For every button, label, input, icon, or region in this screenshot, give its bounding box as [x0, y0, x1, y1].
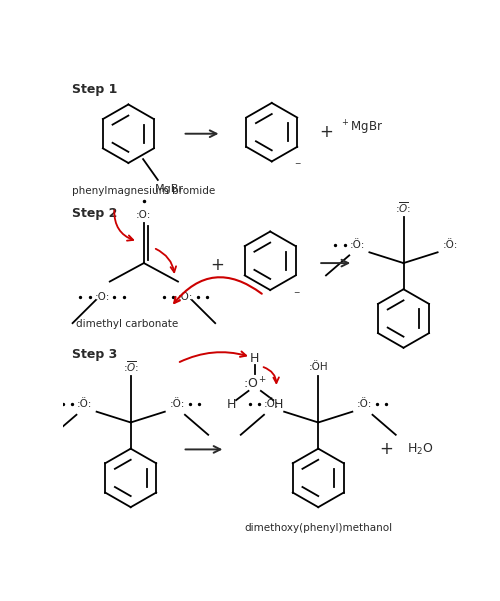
Text: :Ö:: :Ö:	[170, 399, 185, 409]
Text: :$\overline{O}$:: :$\overline{O}$:	[122, 359, 138, 374]
Text: +: +	[319, 123, 333, 141]
Text: $^-$: $^-$	[292, 290, 301, 300]
Text: dimethyl carbonate: dimethyl carbonate	[76, 319, 178, 329]
Text: :O:: :O:	[94, 292, 110, 302]
Text: :O$^+$: :O$^+$	[242, 376, 267, 392]
Text: +: +	[210, 255, 224, 273]
Text: MgBr: MgBr	[154, 184, 184, 194]
Text: :$\overline{O}$:: :$\overline{O}$:	[396, 200, 411, 215]
Text: H: H	[274, 398, 282, 411]
Text: :O:: :O:	[136, 210, 152, 221]
Text: Step 1: Step 1	[72, 83, 117, 96]
Text: dimethoxy(phenyl)methanol: dimethoxy(phenyl)methanol	[244, 523, 392, 532]
Text: :Ö:: :Ö:	[350, 240, 364, 249]
Text: +: +	[380, 441, 394, 459]
Text: :ÖH: :ÖH	[308, 362, 328, 372]
Text: H: H	[227, 398, 236, 411]
Text: :Ö:: :Ö:	[76, 399, 92, 409]
Text: H$_2$O: H$_2$O	[408, 442, 434, 457]
Text: :Ö:: :Ö:	[357, 399, 372, 409]
Text: phenylmagnesium bromide: phenylmagnesium bromide	[72, 186, 215, 196]
Text: $^+$MgBr: $^+$MgBr	[340, 118, 383, 136]
Text: $^-$: $^-$	[294, 162, 302, 171]
Text: Step 3: Step 3	[72, 348, 117, 361]
Text: :Ö:: :Ö:	[442, 240, 458, 249]
Text: :O:: :O:	[178, 292, 194, 302]
Text: :Ö:: :Ö:	[264, 399, 280, 409]
Text: Step 2: Step 2	[72, 207, 117, 220]
Text: H: H	[250, 352, 260, 365]
